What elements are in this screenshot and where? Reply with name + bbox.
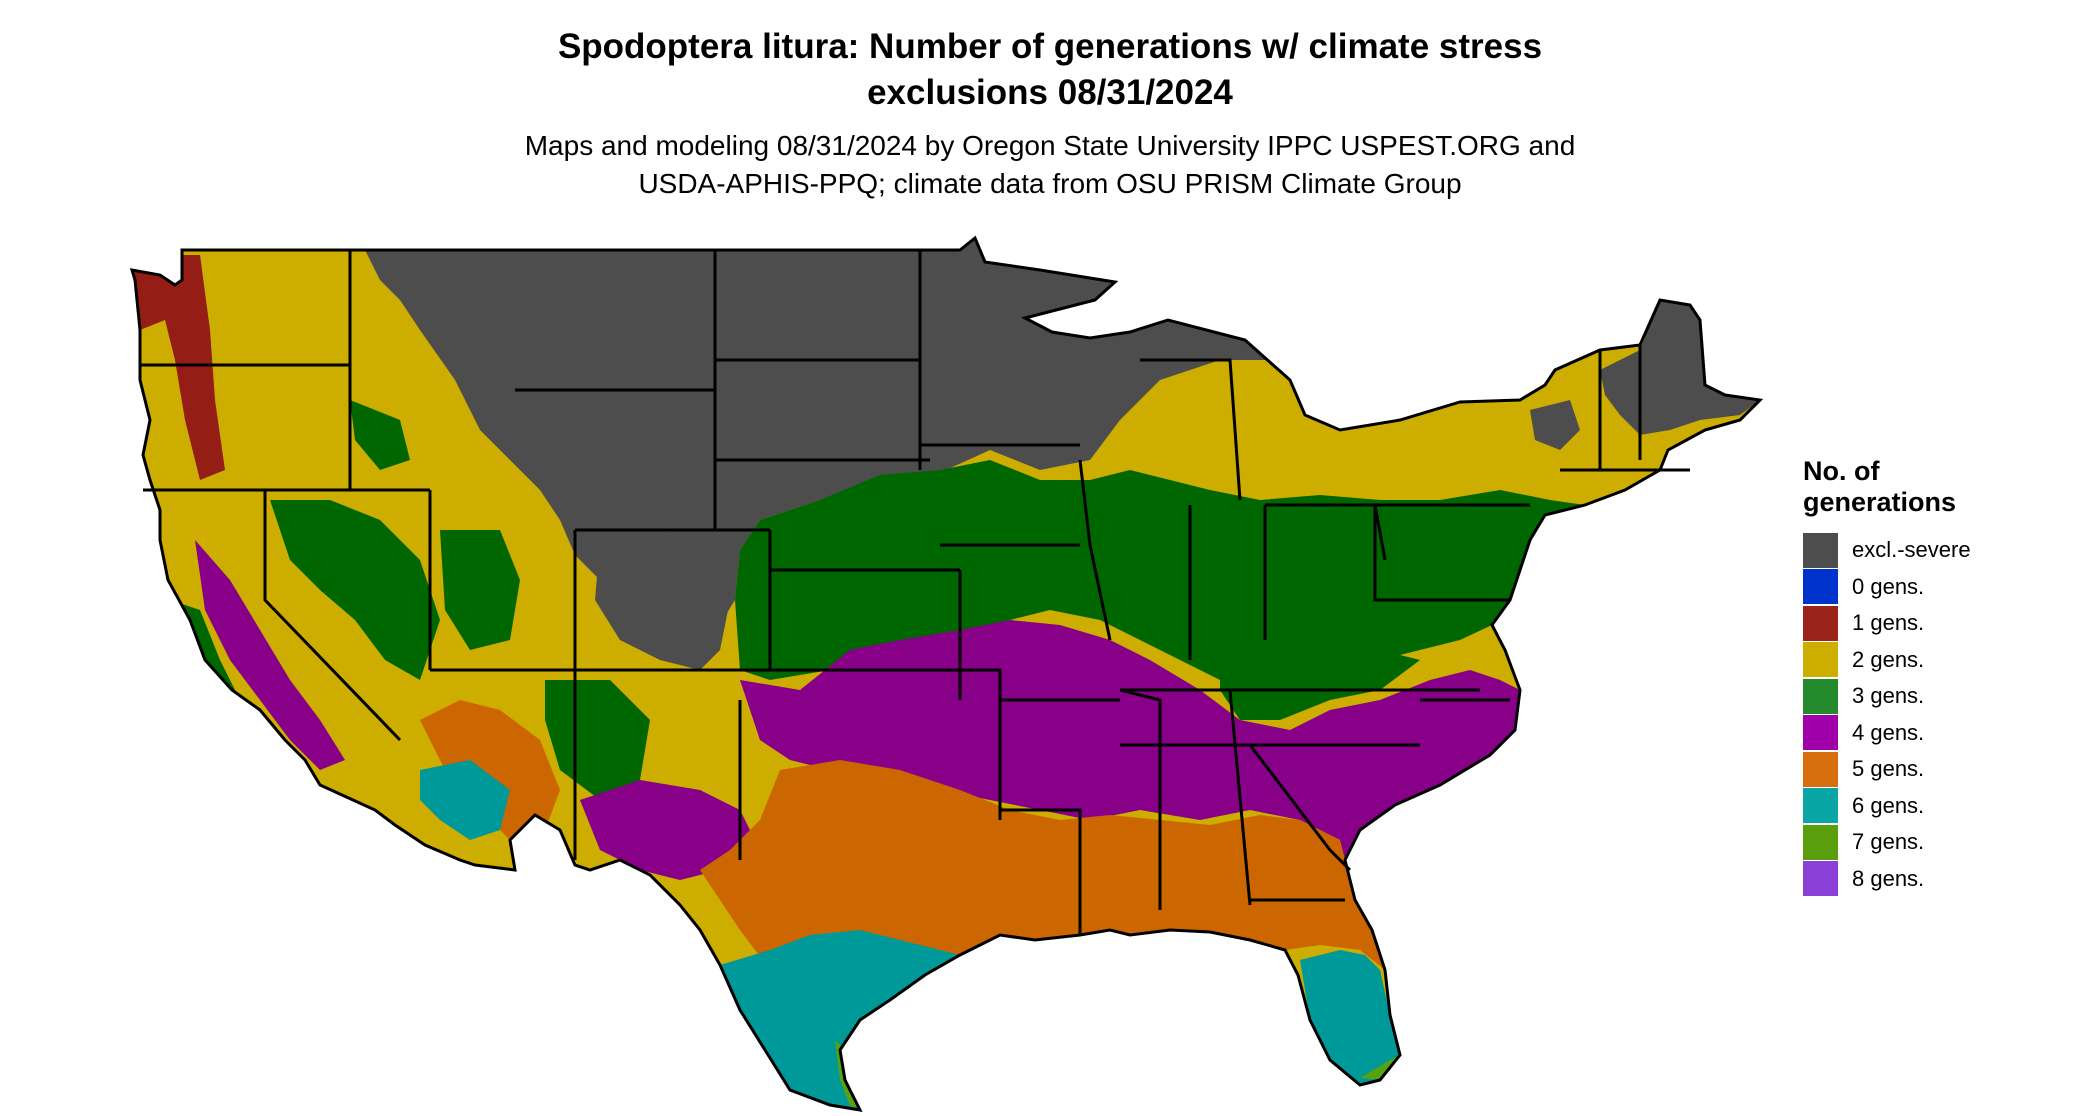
legend-label: 1 gens. [1852,610,1925,636]
legend-label: 0 gens. [1852,573,1925,599]
region-gen6-arizona-low [420,760,510,840]
region-excluded-colorado [595,530,730,670]
legend-swatch [1803,751,1838,787]
legend-item: 6 gens. [1803,788,2063,825]
region-gen3-great-basin [270,500,440,680]
legend-label: 8 gens. [1852,865,1925,891]
border-ms [1119,688,1162,910]
legend-swatch [1803,642,1838,678]
legend-swatch [1803,715,1838,751]
legend-item: 1 gens. [1803,605,2063,642]
legend-swatch [1803,824,1838,860]
region-gen3-idaho [350,400,410,470]
legend-label: excl.-severe [1852,537,1971,563]
map-legend: No. of generations excl.-severe 0 gens. 1 … [1803,456,2063,897]
region-gen6-florida [1300,950,1400,1085]
legend-swatch [1803,569,1838,605]
legend-item: 0 gens. [1803,569,2063,606]
legend-item: 7 gens. [1803,824,2063,861]
region-excluded-adirondack [1530,400,1580,450]
region-gen6-south-texas [720,930,960,1110]
region-gen3-midwest [735,460,1585,700]
legend-label: 4 gens. [1852,719,1925,745]
legend-label: 5 gens. [1852,756,1925,782]
legend-label: 3 gens. [1852,683,1925,709]
region-gen3-utah [440,530,520,650]
border-mi-wi [1140,358,1242,501]
legend-items: excl.-severe 0 gens. 1 gens. 2 gens. 3 gens.… [1803,532,2063,897]
legend-swatch [1803,532,1838,568]
border-ia-il [1078,459,1112,641]
region-gen5-arizona [420,700,560,840]
legend-swatch [1803,788,1838,824]
legend-title-line-1: No. of [1803,456,1880,486]
map-title-line-2: exclusions 08/31/2024 [867,73,1233,112]
legend-item: 3 gens. [1803,678,2063,715]
border-ga-sc [1248,744,1352,872]
border-la [1000,808,1082,935]
region-gen4-south-central [740,620,1520,860]
border-ca-nv [263,490,402,742]
legend-swatch [1803,605,1838,641]
legend-swatch [1803,861,1838,897]
region-gen3-ohio-valley [1220,630,1420,720]
legend-swatch [1803,678,1838,714]
legend-label: 6 gens. [1852,792,1925,818]
map-title-line-1: Spodoptera litura: Number of generations… [557,27,1543,66]
region-excluded-new-england [1600,300,1760,435]
legend-item: 2 gens. [1803,642,2063,679]
legend-title: No. of generations [1803,456,2063,518]
region-gen4-socal [195,540,345,770]
region-gen7-florida-keys [1360,1055,1400,1080]
legend-label: 7 gens. [1852,829,1925,855]
legend-label: 2 gens. [1852,646,1925,672]
legend-item: excl.-severe [1803,532,2063,569]
region-gen1-cascades [132,255,225,480]
state-borders [130,236,1762,1112]
legend-item: 4 gens. [1803,715,2063,752]
region-gen4-new-mexico-south [580,780,760,880]
legend-item: 8 gens. [1803,861,2063,898]
region-gen3-new-mexico [545,680,650,800]
legend-item: 5 gens. [1803,751,2063,788]
border-ok [770,668,1002,820]
map-subtitle-line-2: USDA-APHIS-PPQ; climate data from OSU PR… [638,168,1462,199]
legend-title-line-2: generations [1803,487,1957,517]
region-excluded-north [365,238,1270,640]
map-subtitle-line-1: Maps and modeling 08/31/2024 by Oregon S… [524,130,1576,161]
